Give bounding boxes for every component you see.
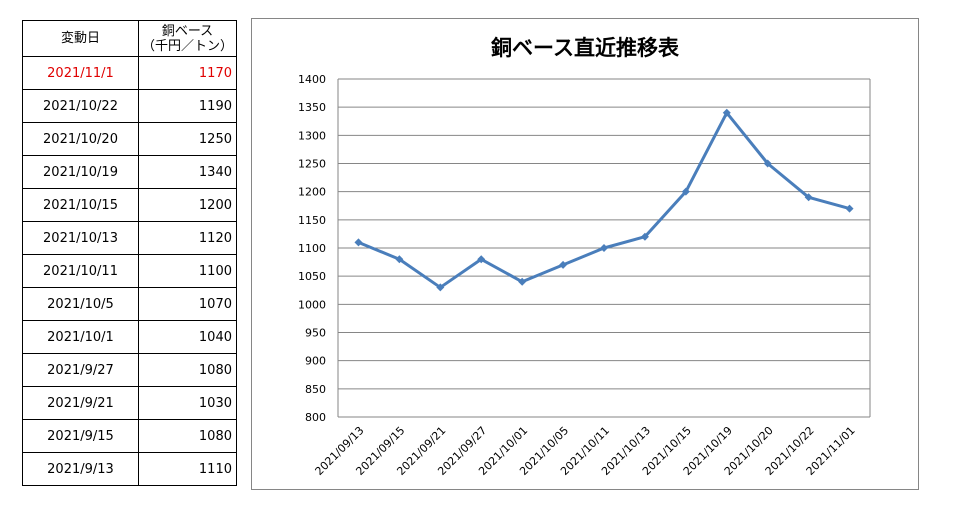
row-value: 1080 <box>138 419 237 453</box>
row-value: 1040 <box>138 320 237 354</box>
table-row: 2021/10/19 1340 <box>22 155 237 189</box>
row-value: 1070 <box>138 287 237 321</box>
data-point <box>354 238 363 247</box>
y-tick-label: 1250 <box>298 158 326 171</box>
table-row: 2021/10/5 1070 <box>22 287 237 321</box>
data-point <box>763 159 772 168</box>
row-value: 1170 <box>138 56 237 90</box>
row-value: 1190 <box>138 89 237 123</box>
y-axis-ticks: 800 850 900 950 1000 1050 1100 1150 1200 1250 1300… <box>298 73 326 424</box>
series-line <box>357 111 850 289</box>
data-point <box>681 187 690 196</box>
row-date: 2021/10/5 <box>22 287 139 321</box>
row-date: 2021/10/13 <box>22 221 139 255</box>
y-tick-label: 1350 <box>298 101 326 114</box>
chart-area: 銅ベース直近推移表 800 850 900 950 1000 1050 1100 1150 12… <box>251 18 919 490</box>
row-date: 2021/9/27 <box>22 353 139 387</box>
row-value: 1100 <box>138 254 237 288</box>
row-date: 2021/10/1 <box>22 320 139 354</box>
table-row: 2021/9/15 1080 <box>22 419 237 453</box>
table-row: 2021/9/21 1030 <box>22 386 237 420</box>
y-tick-label: 1200 <box>298 186 326 199</box>
table-row: 2021/11/1 1170 <box>22 56 237 90</box>
row-date: 2021/9/13 <box>22 452 139 486</box>
y-tick-label: 1050 <box>298 270 326 283</box>
row-date: 2021/10/22 <box>22 89 139 123</box>
line-chart: 銅ベース直近推移表 800 850 900 950 1000 1050 1100 1150 12… <box>298 36 871 478</box>
data-point <box>845 204 854 213</box>
y-tick-label: 850 <box>305 383 326 396</box>
y-tick-label: 900 <box>305 355 326 368</box>
row-date: 2021/11/1 <box>22 56 139 90</box>
chart-title: 銅ベース直近推移表 <box>491 36 680 60</box>
row-date: 2021/10/20 <box>22 122 139 156</box>
y-tick-label: 950 <box>305 327 326 340</box>
y-tick-label: 1150 <box>298 214 326 227</box>
row-value: 1200 <box>138 188 237 222</box>
data-point <box>722 108 731 117</box>
price-table: 変動日 銅ベース （千円／トン） 2021/11/1 1170 2021/10/22… <box>22 20 237 486</box>
gridlines <box>337 78 871 418</box>
row-date: 2021/10/11 <box>22 254 139 288</box>
row-date: 2021/10/15 <box>22 188 139 222</box>
y-tick-label: 800 <box>305 411 326 424</box>
row-value: 1250 <box>138 122 237 156</box>
data-point <box>518 277 527 286</box>
table-row: 2021/10/15 1200 <box>22 188 237 222</box>
table-row: 2021/10/20 1250 <box>22 122 237 156</box>
data-point <box>477 255 486 264</box>
row-value: 1110 <box>138 452 237 486</box>
y-tick-label: 1300 <box>298 129 326 142</box>
row-date: 2021/10/19 <box>22 155 139 189</box>
table-row: 2021/10/13 1120 <box>22 221 237 255</box>
y-tick-label: 1000 <box>298 298 326 311</box>
series-layer <box>354 108 854 292</box>
data-point <box>804 193 813 202</box>
row-value: 1080 <box>138 353 237 387</box>
table-row: 2021/10/11 1100 <box>22 254 237 288</box>
table-row: 2021/10/22 1190 <box>22 89 237 123</box>
data-point <box>395 255 404 264</box>
data-point <box>436 283 445 292</box>
header-value-line2: （千円／トン） <box>141 38 233 54</box>
row-date: 2021/9/15 <box>22 419 139 453</box>
data-point <box>559 260 568 269</box>
row-value: 1120 <box>138 221 237 255</box>
y-tick-label: 1400 <box>298 73 326 86</box>
header-value: 銅ベース （千円／トン） <box>138 20 237 57</box>
row-value: 1340 <box>138 155 237 189</box>
x-axis-ticks: 2021/09/132021/09/152021/09/212021/09/27… <box>313 424 858 478</box>
table-row: 2021/9/13 1110 <box>22 452 237 486</box>
data-point <box>640 232 649 241</box>
table-row: 2021/9/27 1080 <box>22 353 237 387</box>
table-row: 2021/10/1 1040 <box>22 320 237 354</box>
header-date: 変動日 <box>22 20 139 57</box>
y-tick-label: 1100 <box>298 242 326 255</box>
header-value-line1: 銅ベース <box>161 23 214 39</box>
row-value: 1030 <box>138 386 237 420</box>
row-date: 2021/9/21 <box>22 386 139 420</box>
data-point <box>600 244 608 252</box>
table-header-row: 変動日 銅ベース （千円／トン） <box>22 20 237 57</box>
